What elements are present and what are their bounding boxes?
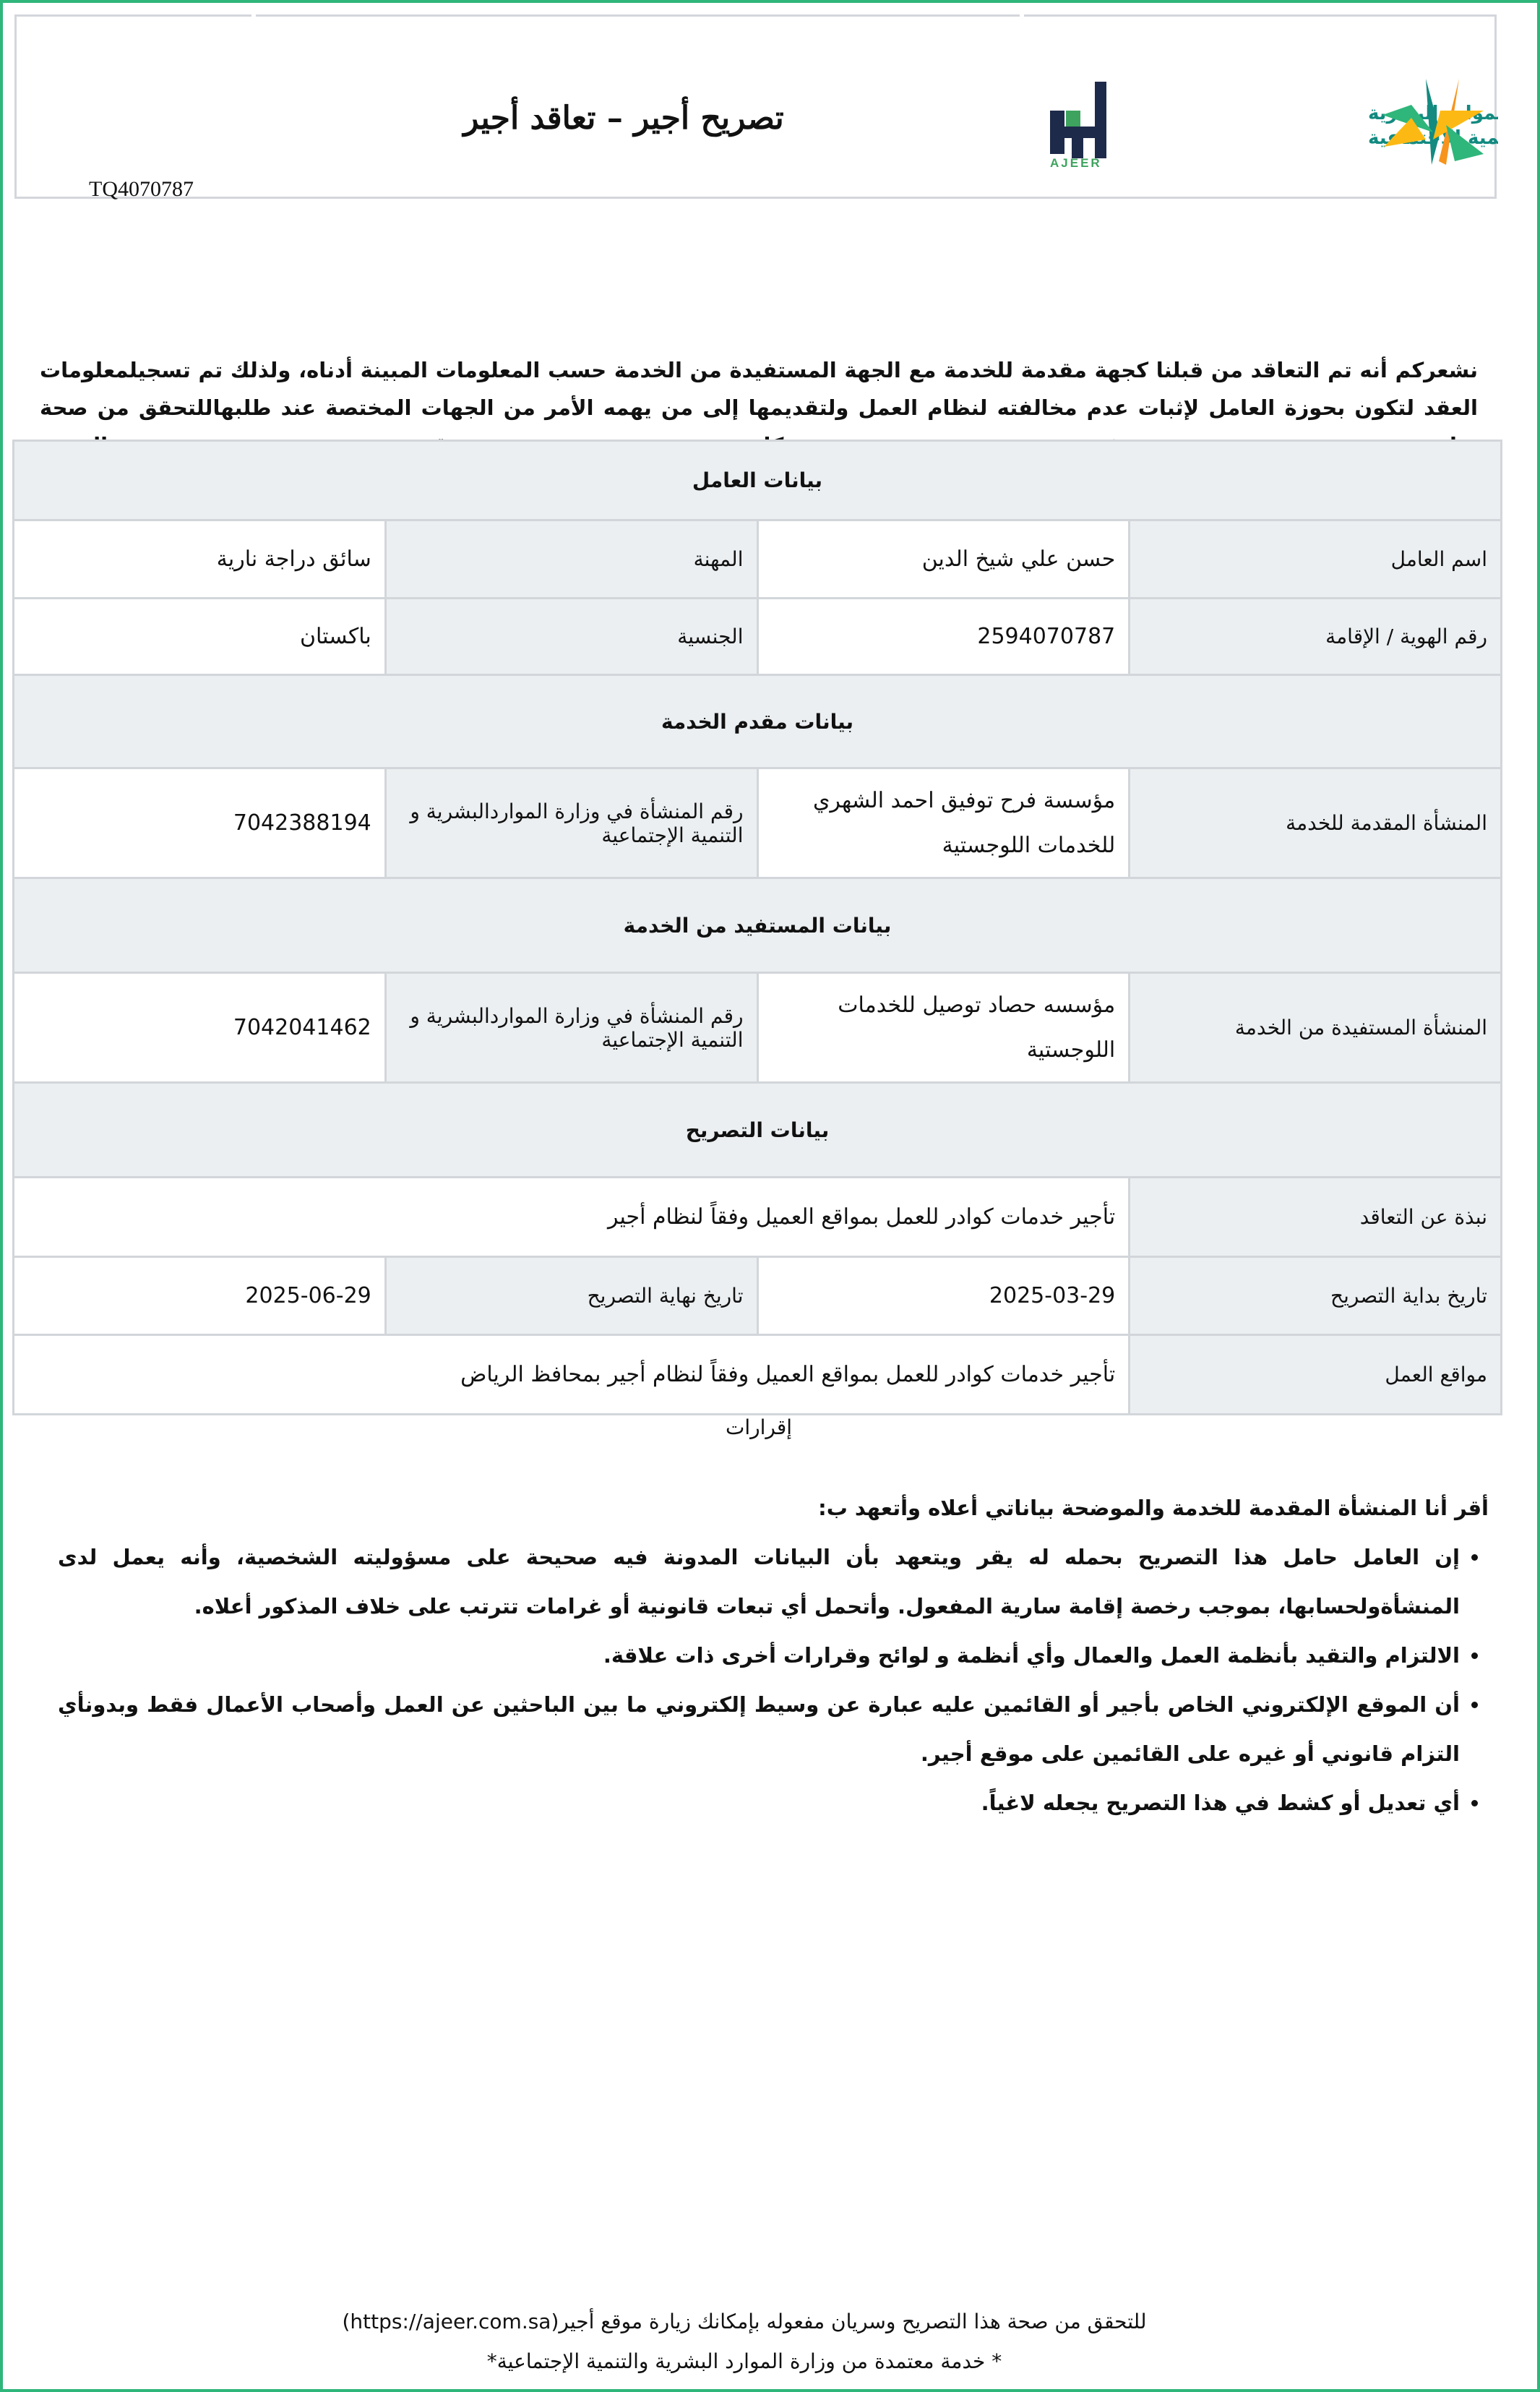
ministry-note: * خدمة معتمدة من وزارة الموارد البشرية و… [486,2349,1002,2373]
beneficiary-num-label: رقم المنشأة في وزارة المواردالبشرية و ال… [384,972,759,1084]
work-sites: تأجير خدمات كوادر للعمل بمواقع العميل وف… [12,1334,1131,1415]
nationality: باكستان [12,597,387,676]
reference-number: TQ4070787 [89,177,194,201]
worker-id: 2594070787 [756,597,1131,676]
provider-org: مؤسسة فرح توفيق احمد الشهري للخدمات اللو… [756,767,1131,879]
nationality-label: الجنسية [384,597,759,676]
work-sites-label: مواقع العمل [1128,1334,1502,1415]
section-provider: بيانات مقدم الخدمة [12,674,1502,769]
provider-org-label: المنشأة المقدمة للخدمة [1128,767,1502,879]
ajeer-logo: AJEER [1050,82,1106,170]
provider-num-label: رقم المنشأة في وزارة المواردالبشرية و ال… [384,767,759,879]
about: تأجير خدمات كوادر للعمل بمواقع العميل وف… [12,1176,1131,1258]
acknowledgements: أقر أنا المنشأة المقدمة للخدمة والموضحة … [58,1483,1489,1827]
document-header: تصريح أجير – تعاقد أجير TQ4070787 AJEER … [14,14,1498,201]
start-date-label: تاريخ بداية التصريح [1128,1256,1502,1336]
logos: AJEER الموارد البشرية والتنمية الاجتماعي… [1050,79,1498,170]
section-worker: بيانات العامل [12,440,1502,521]
acknowledgement-item: الالتزام والتقيد بأنظمة العمل والعمال وأ… [58,1631,1460,1680]
provider-num: 7042388194 [12,767,387,879]
about-label: نبذة عن التعاقد [1128,1176,1502,1258]
id-label: رقم الهوية / الإقامة [1128,597,1502,676]
acknowledgement-item: أن الموقع الإلكتروني الخاص بأجير أو القا… [58,1680,1460,1778]
permit-table: بيانات العامل اسم العامل حسن علي شيخ الد… [12,440,1502,1415]
profession-label: المهنة [384,519,759,599]
beneficiary-org: مؤسسه حصاد توصيل للخدمات اللوجستية [756,972,1131,1084]
worker-name-label: اسم العامل [1128,519,1502,599]
acknowledgement-item: إن العامل حامل هذا التصريح بحمله له يقر … [58,1532,1460,1631]
profession: سائق دراجة نارية [12,519,387,599]
acknowledgements-intro: أقر أنا المنشأة المقدمة للخدمة والموضحة … [818,1496,1489,1520]
end-date-label: تاريخ نهاية التصريح [384,1256,759,1336]
beneficiary-org-label: المنشأة المستفيدة من الخدمة [1128,972,1502,1084]
acknowledgement-item: أي تعديل أو كشط في هذا التصريح يجعله لاغ… [58,1778,1460,1827]
acknowledgements-title: إقرارات [725,1415,793,1439]
section-permit: بيانات التصريح [12,1081,1502,1178]
ministry-logo: الموارد البشرية والتنمية الاجتماعية [1368,79,1498,165]
document-title: تصريح أجير – تعاقد أجير [463,100,784,137]
beneficiary-num: 7042041462 [12,972,387,1084]
end-date: 2025-06-29 [12,1256,387,1336]
section-beneficiary: بيانات المستفيد من الخدمة [12,877,1502,974]
worker-name: حسن علي شيخ الدين [756,519,1131,599]
verify-note: للتحقق من صحة هذا التصريح وسريان مفعوله … [342,2310,1147,2333]
start-date: 2025-03-29 [756,1256,1131,1336]
svg-text:AJEER: AJEER [1050,156,1102,170]
